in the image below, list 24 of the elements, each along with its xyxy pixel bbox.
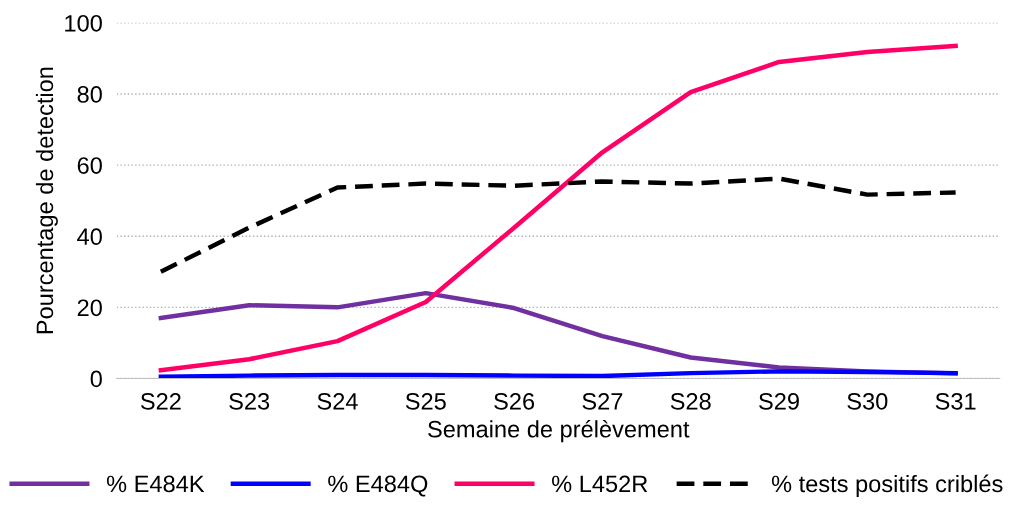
legend-label: % tests positifs criblés: [771, 474, 1003, 497]
x-tick-label: S29: [759, 392, 799, 410]
y-tick-label: 60: [77, 157, 102, 174]
y-tick-label: 0: [90, 370, 102, 388]
x-tick-label: S28: [670, 392, 711, 410]
x-tick-label: S27: [582, 392, 623, 410]
legend-label: % L452R: [552, 475, 648, 493]
line-series: [158, 43, 958, 373]
x-tick-label: S25: [405, 392, 446, 410]
x-tick-label: S23: [229, 392, 270, 410]
x-tick-label: S26: [494, 392, 535, 410]
y-axis-title: Pourcentage de detection: [35, 67, 58, 334]
x-tick-label: S30: [847, 392, 888, 410]
y-tick-label: 80: [77, 86, 102, 103]
x-tick-label: S31: [935, 392, 976, 410]
x-tick-label: S24: [317, 392, 358, 410]
y-tick-label: 20: [77, 299, 102, 317]
line-series: [158, 176, 958, 274]
legend-label: % E484K: [106, 475, 205, 493]
x-tick-label: S22: [140, 392, 181, 410]
legend-label: % E484Q: [328, 475, 428, 497]
x-axis-title: Semaine de prélèvement: [428, 419, 690, 443]
y-tick-label: 100: [65, 14, 102, 32]
y-tick-label: 40: [77, 228, 102, 246]
